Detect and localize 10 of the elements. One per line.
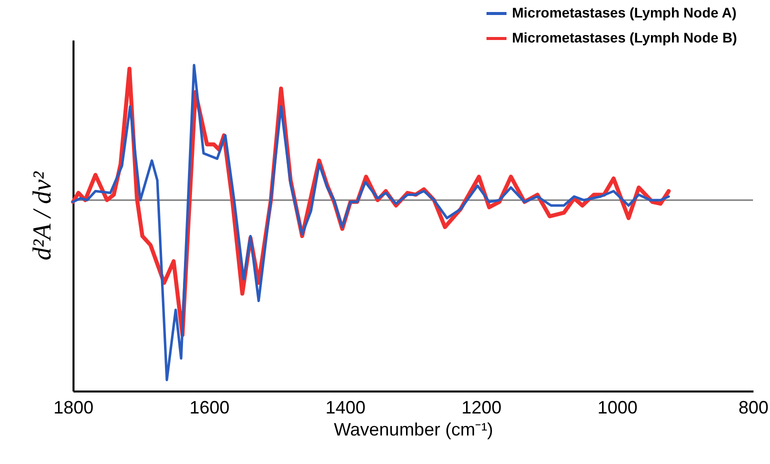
- x-tick-label: 1000: [597, 398, 638, 418]
- x-axis-title: Wavenumber (cm⁻¹): [334, 420, 494, 440]
- x-tick-label: 1400: [325, 398, 366, 418]
- x-tick-label: 800: [738, 398, 769, 418]
- legend-label: Micrometastases (Lymph Node B): [512, 30, 738, 46]
- y-axis-title: d²A / dν²: [28, 170, 56, 260]
- x-tick-label: 1200: [461, 398, 502, 418]
- x-tick-label: 1800: [53, 398, 94, 418]
- x-tick-label: 1600: [189, 398, 230, 418]
- legend-label: Micrometastases (Lymph Node A): [512, 4, 737, 20]
